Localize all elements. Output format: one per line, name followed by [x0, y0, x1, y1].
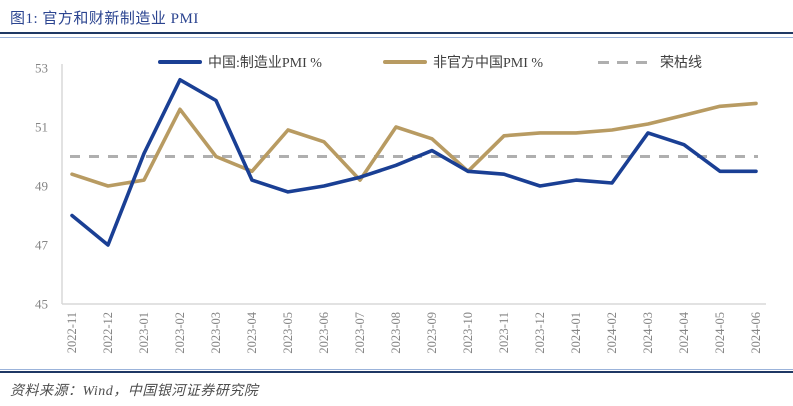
caixin-pmi-line-swatch	[383, 60, 427, 64]
x-axis-label: 2023-12	[533, 312, 547, 354]
footer-divider-dark	[0, 371, 793, 373]
x-axis-label: 2023-10	[461, 312, 475, 354]
title-divider-light	[0, 37, 793, 38]
title-divider-dark	[0, 32, 793, 34]
legend-item-breakeven-line: 荣枯线	[598, 53, 702, 71]
breakeven-dashed-swatch	[598, 60, 654, 64]
x-axis-label: 2023-02	[173, 312, 187, 354]
x-axis-label: 2023-07	[353, 312, 367, 354]
caixin-pmi-line	[70, 101, 758, 188]
footer-divider-light	[0, 369, 793, 370]
legend-item-official-pmi: 中国:制造业PMI %	[158, 53, 322, 71]
x-axis-label: 2022-11	[65, 312, 79, 353]
x-axis-label: 2024-04	[677, 311, 691, 353]
y-axis-label: 49	[35, 179, 48, 194]
x-axis-label: 2024-06	[749, 312, 763, 354]
x-axis-label: 2023-09	[425, 312, 439, 354]
x-axis-label: 2024-01	[569, 312, 583, 354]
x-axis-label: 2024-03	[641, 312, 655, 354]
data-source-note: 资料来源：Wind，中国银河证券研究院	[10, 384, 259, 399]
y-axis-label: 45	[35, 297, 48, 312]
legend-label-official-pmi: 中国:制造业PMI %	[208, 56, 322, 71]
legend-label-caixin-pmi: 非官方中国PMI %	[433, 56, 544, 71]
y-axis-label: 47	[35, 238, 49, 253]
y-axis-label: 53	[35, 61, 48, 76]
x-axis-label: 2023-11	[497, 312, 511, 353]
x-axis-label: 2022-12	[101, 312, 115, 354]
x-axis-label: 2023-03	[209, 312, 223, 354]
x-axis-label: 2023-06	[317, 312, 331, 354]
figure-title: 图1: 官方和财新制造业 PMI	[10, 11, 199, 27]
x-axis-label: 2023-05	[281, 312, 295, 354]
x-axis-label: 2023-08	[389, 312, 403, 354]
x-axis-label: 2023-01	[137, 312, 151, 354]
legend-label-breakeven: 荣枯线	[660, 56, 702, 71]
official-pmi-line-swatch	[158, 60, 202, 64]
x-axis-label: 2024-02	[605, 312, 619, 354]
x-axis-label: 2024-05	[713, 312, 727, 354]
official-pmi-line	[70, 78, 758, 247]
y-axis-label: 51	[35, 120, 48, 135]
x-axis-label: 2023-04	[245, 311, 259, 353]
legend-item-caixin-pmi: 非官方中国PMI %	[383, 53, 543, 71]
